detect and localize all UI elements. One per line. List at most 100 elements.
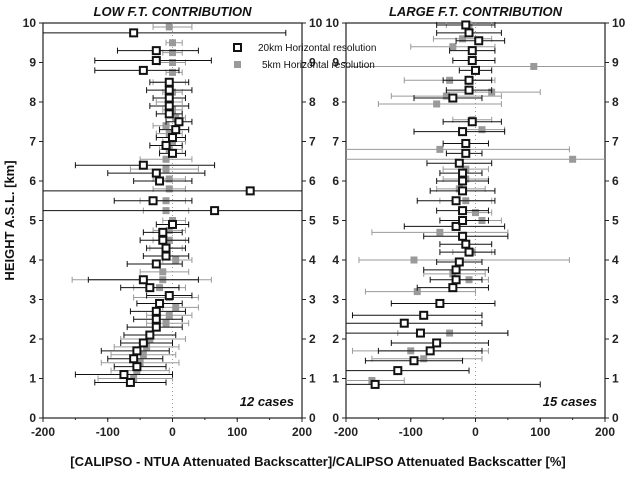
data-point	[165, 23, 173, 31]
y-tick-label: 7	[332, 135, 339, 149]
data-point	[451, 275, 461, 285]
cases-label-low-ft: 12 cases	[240, 394, 294, 409]
data-point	[162, 319, 170, 327]
y-tick-label: 1	[332, 372, 339, 386]
y-tick-label-right: 10	[612, 16, 626, 30]
data-point	[464, 75, 474, 85]
y-tick-label: 0	[332, 411, 339, 425]
x-tick-label: -100	[96, 425, 120, 439]
data-point	[458, 216, 468, 225]
y-tick-label: 4	[332, 253, 339, 267]
data-point	[158, 235, 168, 245]
y-tick-label-right: 4	[612, 253, 619, 267]
data-point	[210, 206, 220, 216]
data-point	[448, 283, 458, 293]
data-point	[164, 101, 174, 111]
data-point	[458, 168, 468, 178]
y-tick-label-right: 10	[309, 16, 323, 30]
x-tick-label: 200	[595, 425, 615, 439]
data-point	[467, 117, 477, 127]
data-point	[471, 65, 480, 75]
cases-label-large-ft: 15 cases	[543, 394, 597, 409]
x-tick-label: 0	[472, 425, 479, 439]
data-point	[478, 126, 486, 134]
data-point	[467, 46, 477, 56]
y-tick-label: 2	[29, 332, 36, 346]
data-point	[159, 268, 167, 276]
data-point	[169, 49, 176, 57]
data-point	[433, 100, 441, 108]
data-point	[162, 122, 170, 130]
data-point	[432, 338, 442, 348]
y-tick-label: 5	[29, 214, 36, 228]
x-tick-label: 200	[292, 425, 312, 439]
y-tick-label-right: 2	[612, 332, 619, 346]
x-tick-label: 100	[227, 425, 247, 439]
y-tick-label-right: 5	[309, 214, 316, 228]
data-point	[461, 239, 471, 249]
data-point	[420, 355, 428, 363]
legend-label-20km: 20km Horizontal resolution	[258, 43, 376, 54]
data-point	[164, 85, 174, 95]
data-point	[448, 93, 458, 103]
y-axis-title: HEIGHT A.S.L. [km]	[2, 160, 17, 280]
data-point	[145, 330, 155, 340]
data-point	[155, 176, 165, 186]
data-point	[151, 306, 161, 316]
y-tick-label-right: 6	[309, 174, 316, 188]
panel-large-ft: LARGE F.T. CONTRIBUTION 15 cases -200 -10…	[326, 4, 626, 439]
data-point	[569, 155, 577, 163]
data-point	[172, 256, 180, 264]
data-point	[464, 28, 474, 38]
data-point	[458, 127, 468, 137]
data-point	[419, 310, 429, 320]
data-point	[451, 221, 461, 231]
data-point	[172, 303, 180, 311]
data-point	[165, 311, 173, 319]
y-tick-label: 7	[29, 135, 36, 149]
data-point	[129, 354, 139, 364]
series-20km	[43, 28, 302, 387]
data-point	[138, 160, 148, 170]
data-point	[164, 291, 174, 301]
y-tick-label-right: 4	[309, 253, 316, 267]
y-tick-label-right: 8	[612, 95, 619, 109]
data-point	[132, 362, 142, 372]
panel-low-ft: LOW F.T. CONTRIBUTION 12 cases -200 -100 0…	[23, 4, 323, 439]
y-tick-label-right: 1	[612, 372, 619, 386]
data-point	[461, 148, 471, 158]
data-point	[119, 370, 129, 380]
data-point	[425, 346, 435, 356]
x-tick-label: -200	[31, 425, 55, 439]
y-tick-label: 8	[29, 95, 36, 109]
y-tick-label: 4	[29, 253, 36, 267]
y-tick-label-right: 3	[612, 293, 619, 307]
y-tick-label: 3	[29, 293, 36, 307]
data-point	[169, 59, 176, 66]
data-point	[151, 259, 161, 269]
data-point	[151, 314, 161, 324]
y-tick-label-right: 6	[612, 174, 619, 188]
data-point	[442, 92, 450, 100]
data-point	[458, 176, 468, 186]
y-tick-label: 10	[326, 16, 340, 30]
x-tick-label: -100	[399, 425, 423, 439]
y-tick-label: 9	[29, 56, 36, 70]
data-point	[474, 36, 484, 46]
data-point	[165, 175, 173, 183]
data-point	[151, 322, 161, 332]
y-tick-label-right: 7	[612, 135, 619, 149]
data-point	[151, 168, 161, 178]
data-point	[145, 283, 155, 293]
data-point	[164, 93, 174, 103]
data-point	[458, 206, 468, 216]
data-point	[168, 148, 177, 158]
y-tick-label: 2	[332, 332, 339, 346]
data-point	[436, 228, 444, 236]
y-tick-label: 9	[332, 56, 339, 70]
data-point	[129, 28, 139, 38]
data-point	[451, 265, 461, 275]
data-point	[467, 56, 477, 66]
data-point	[161, 243, 171, 253]
data-point	[464, 85, 474, 95]
